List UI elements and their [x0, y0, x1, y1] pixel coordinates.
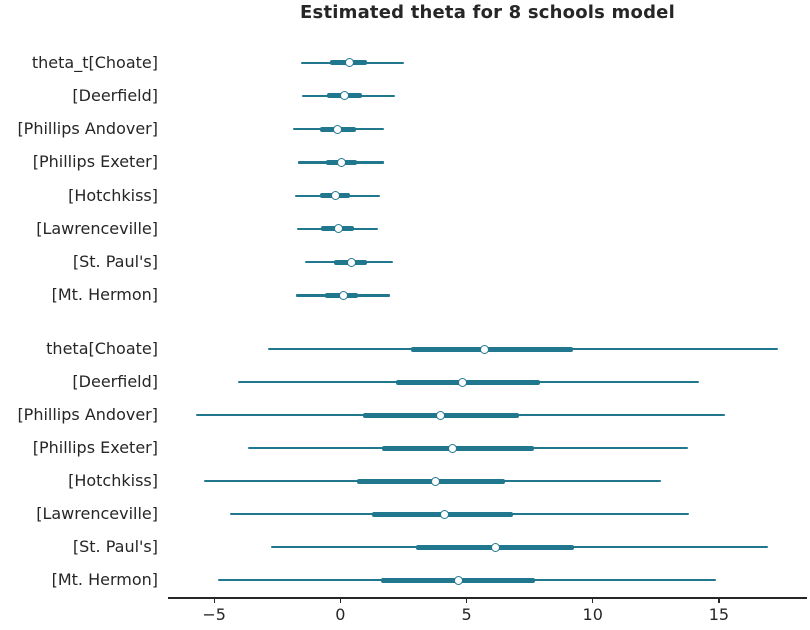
row-label: [St. Paul's] [72, 537, 158, 557]
row-label: [Phillips Andover] [17, 405, 158, 425]
median-point [333, 124, 343, 134]
x-axis-tick-label: 5 [461, 604, 472, 624]
median-point [448, 443, 458, 453]
x-axis-line [168, 597, 807, 599]
median-point [431, 476, 441, 486]
median-point [458, 377, 468, 387]
row-label: [St. Paul's] [72, 252, 158, 272]
x-axis-tick-label: 10 [582, 604, 603, 624]
plot-title: Estimated theta for 8 schools model [300, 2, 675, 23]
median-point [338, 290, 348, 300]
row-label: [Hotchkiss] [68, 471, 158, 491]
x-axis-tick [718, 598, 720, 604]
x-axis-tick-label: −5 [202, 604, 226, 624]
row-label: [Mt. Hermon] [51, 285, 158, 305]
median-point [440, 509, 450, 519]
median-point [334, 224, 344, 234]
x-axis-tick-label: 0 [335, 604, 346, 624]
x-axis-tick [592, 598, 594, 604]
median-point [436, 410, 446, 420]
row-label: [Deerfield] [72, 372, 158, 392]
median-point [330, 191, 340, 201]
median-point [347, 257, 357, 267]
median-point [480, 344, 490, 354]
row-label: [Lawrenceville] [36, 218, 158, 238]
row-label: [Deerfield] [72, 85, 158, 105]
row-label: [Phillips Andover] [17, 119, 158, 139]
median-point [454, 575, 464, 585]
median-point [339, 91, 349, 101]
row-label: [Phillips Exeter] [32, 152, 158, 172]
iqr-line [396, 379, 540, 385]
median-point [336, 157, 346, 167]
median-point [345, 58, 355, 68]
iqr-line [381, 445, 534, 451]
row-label: theta[Choate] [46, 339, 158, 358]
row-label: [Phillips Exeter] [32, 438, 158, 458]
row-label: theta_t[Choate] [31, 52, 158, 72]
iqr-line [357, 478, 506, 484]
row-label: [Mt. Hermon] [51, 570, 158, 590]
row-label: [Lawrenceville] [36, 504, 158, 524]
iqr-line [411, 346, 574, 352]
x-axis-tick [213, 598, 215, 604]
x-axis-tick [339, 598, 341, 604]
row-label: [Hotchkiss] [68, 185, 158, 205]
x-axis-tick-label: 15 [708, 604, 730, 624]
median-point [491, 542, 501, 552]
x-axis-tick [465, 598, 468, 604]
